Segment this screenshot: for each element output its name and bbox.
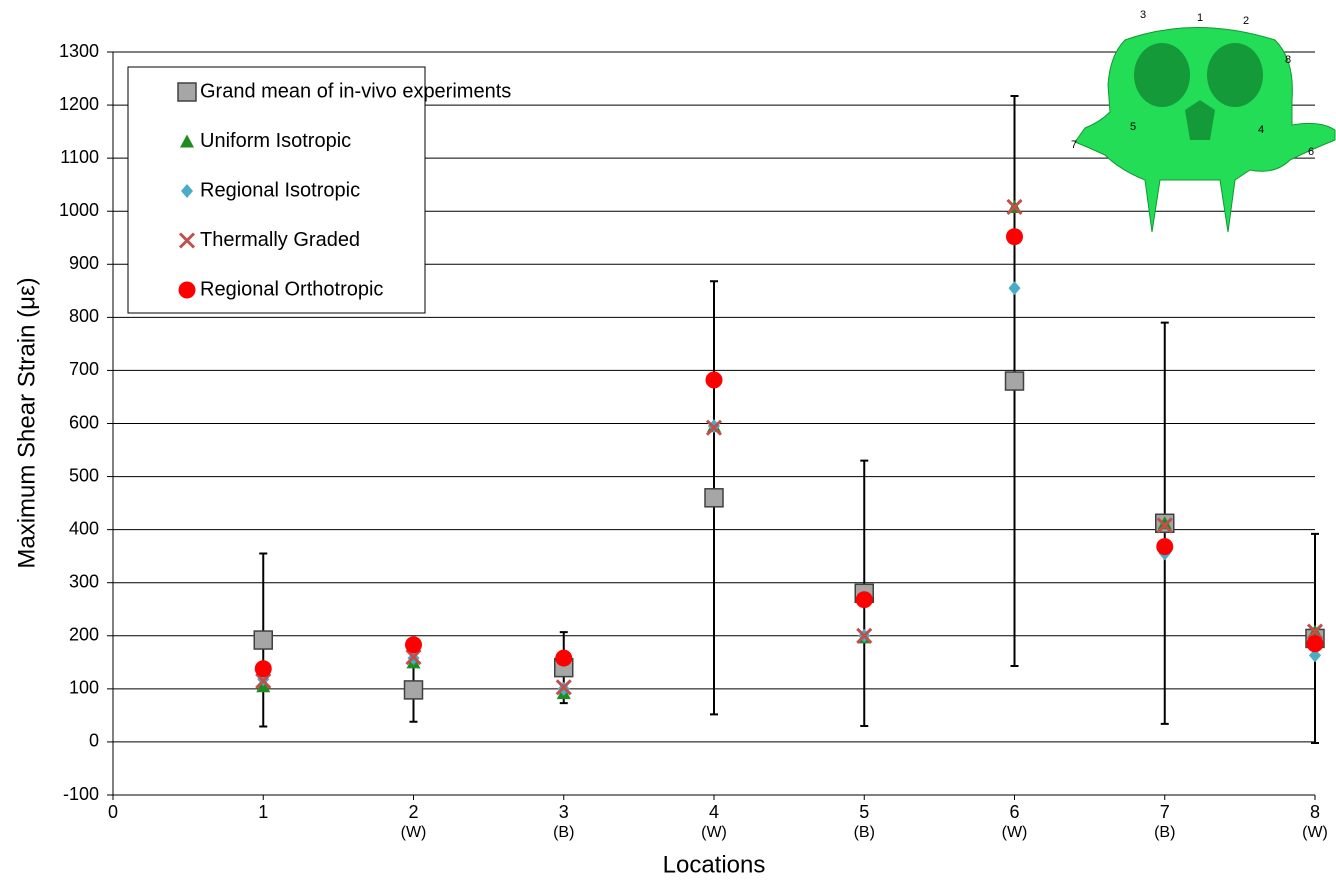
x-tick-sublabel: (B) xyxy=(553,824,574,841)
y-tick-label: 0 xyxy=(89,731,99,751)
y-tick-label: 400 xyxy=(69,518,99,538)
x-tick-label: 0 xyxy=(108,802,118,822)
orbit xyxy=(1134,43,1190,107)
y-tick-label: 1000 xyxy=(59,200,99,220)
y-tick-label: 1300 xyxy=(59,41,99,61)
marker-square xyxy=(178,83,196,101)
x-axis-title: Locations xyxy=(663,851,766,878)
legend-label: Grand mean of in-vivo experiments xyxy=(200,80,511,102)
marker-circle xyxy=(1156,538,1173,555)
y-tick-label: 1100 xyxy=(60,147,99,167)
marker-square xyxy=(405,681,423,699)
x-tick-label: 2 xyxy=(408,802,418,822)
x-tick-label: 6 xyxy=(1009,802,1019,822)
marker-square xyxy=(254,631,272,649)
inset-label: 2 xyxy=(1243,15,1249,27)
inset-label: 6 xyxy=(1308,146,1314,158)
y-tick-label: 700 xyxy=(69,359,99,379)
x-tick-sublabel: (W) xyxy=(701,824,727,841)
x-tick-sublabel: (W) xyxy=(401,824,427,841)
x-tick-sublabel: (W) xyxy=(1002,824,1028,841)
marker-square xyxy=(1006,372,1024,390)
y-tick-label: 900 xyxy=(69,253,99,273)
x-tick-sublabel: (B) xyxy=(1154,824,1175,841)
x-tick-label: 8 xyxy=(1310,802,1320,822)
orbit xyxy=(1207,43,1263,107)
y-axis-title: Maximum Shear Strain (με) xyxy=(13,277,40,568)
marker-circle xyxy=(179,282,196,299)
x-tick-label: 5 xyxy=(859,802,869,822)
marker-circle xyxy=(706,371,723,388)
inset-label: 4 xyxy=(1258,124,1264,136)
marker-square xyxy=(705,489,723,507)
inset-label: 8 xyxy=(1285,54,1291,66)
marker-circle xyxy=(856,591,873,608)
inset-label: 3 xyxy=(1140,9,1146,21)
y-tick-label: 800 xyxy=(69,306,99,326)
marker-circle xyxy=(405,636,422,653)
y-tick-label: 1200 xyxy=(59,94,99,114)
x-tick-label: 7 xyxy=(1160,802,1170,822)
y-tick-label: -100 xyxy=(63,784,99,804)
legend-label: Uniform Isotropic xyxy=(200,130,351,152)
marker-circle xyxy=(1006,228,1023,245)
legend-label: Thermally Graded xyxy=(200,229,360,251)
y-tick-label: 500 xyxy=(69,465,99,485)
legend-label: Regional Isotropic xyxy=(200,179,360,201)
x-tick-label: 3 xyxy=(559,802,569,822)
x-tick-sublabel: (W) xyxy=(1302,824,1328,841)
y-tick-label: 100 xyxy=(69,678,99,698)
skull-inset: 1 2 3 4 5 6 7 8 xyxy=(1071,9,1335,232)
marker-circle xyxy=(255,660,272,677)
inset-label: 1 xyxy=(1197,12,1203,24)
y-tick-label: 600 xyxy=(69,412,99,432)
legend-label: Regional Orthotropic xyxy=(200,278,383,300)
x-tick-sublabel: (B) xyxy=(854,824,875,841)
inset-label: 7 xyxy=(1071,139,1077,151)
x-tick-label: 4 xyxy=(709,802,719,822)
inset-label: 5 xyxy=(1130,121,1136,133)
x-tick-label: 1 xyxy=(258,802,268,822)
chart: -100 0 100 200 300 400 500 600 700 800 900 1000 1100… xyxy=(0,0,1336,881)
marker-circle xyxy=(555,650,572,667)
legend: Grand mean of in-vivo experiments Uniform… xyxy=(128,67,511,313)
marker-diamond xyxy=(1009,281,1021,295)
y-tick-label: 300 xyxy=(69,571,99,591)
marker-circle xyxy=(1307,635,1324,652)
y-tick-label: 200 xyxy=(69,625,99,645)
